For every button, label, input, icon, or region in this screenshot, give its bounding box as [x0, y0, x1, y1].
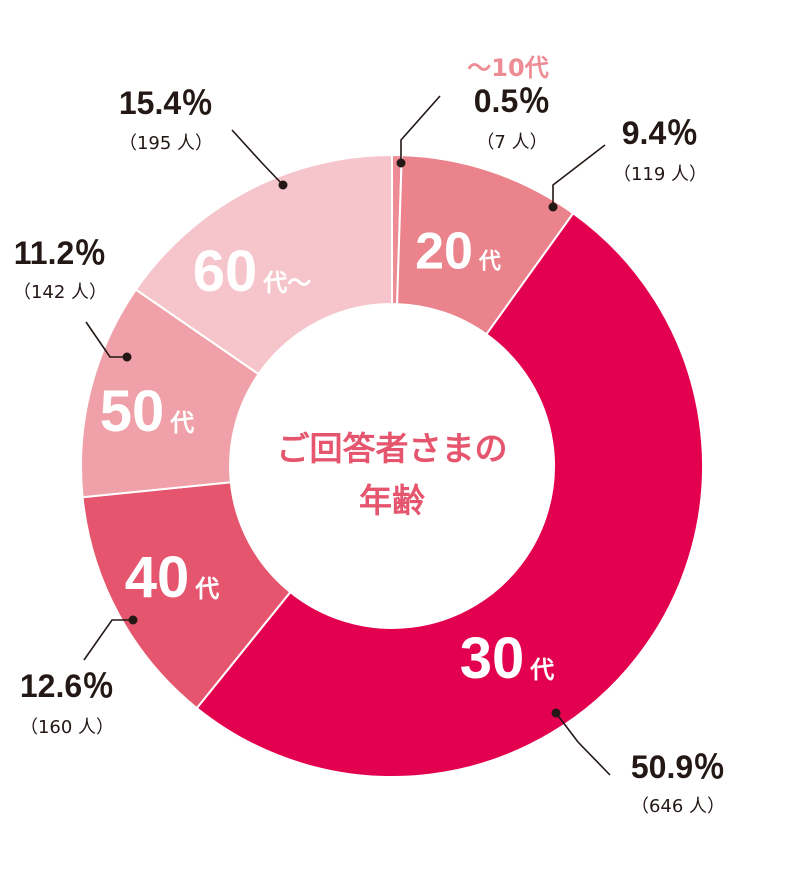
percent-label-30s: 50.9％: [631, 749, 725, 785]
center-title-line-2: 年齢: [359, 481, 425, 520]
leader-line-40s: [83, 619, 133, 661]
leader-dot-60steens-: [278, 180, 288, 190]
count-label-teens-10s: （7 人）: [476, 132, 547, 153]
slice-label-20s: 20 代: [415, 223, 501, 281]
slice-30s: [195, 211, 704, 778]
percent-label-teens-10s: 0.5％: [474, 83, 551, 119]
slice-label-50s: 50 代: [100, 379, 195, 444]
leader-lines: [83, 95, 611, 776]
leader-line-30s: [555, 712, 611, 776]
leader-dot-50s: [122, 352, 132, 362]
center-title: ご回答者さまの 年齢: [277, 429, 508, 520]
slice-60steens-: [134, 153, 393, 376]
leader-line-60steens-: [231, 129, 284, 186]
slice-inner-labels: 20 代 30 代 40 代 50 代 60 代～: [100, 223, 555, 691]
donut-slices: [80, 153, 704, 778]
count-label-20s: （119 人）: [613, 164, 707, 185]
percent-label-40s: 12.6％: [20, 668, 114, 704]
category-label-teens: ～10代: [467, 54, 548, 82]
count-label-60steens-: （195 人）: [119, 133, 213, 154]
center-title-line-1: ご回答者さまの: [277, 429, 508, 468]
slice-label-30s: 30 代: [460, 626, 555, 691]
leader-line-20s: [552, 144, 606, 207]
count-label-40s: （160 人）: [20, 717, 114, 738]
leader-dot-30s: [551, 708, 561, 718]
leader-dot-40s: [128, 615, 138, 625]
percent-label-60steens-: 15.4％: [119, 85, 213, 121]
count-label-50s: （142 人）: [13, 282, 107, 303]
percent-label-50s: 11.2％: [14, 235, 107, 271]
leader-dot-20s: [548, 202, 558, 212]
slice-label-40s: 40 代: [125, 545, 220, 610]
leader-line-teens-10s: [400, 95, 441, 163]
leader-line-50s: [85, 321, 127, 358]
count-label-30s: （646 人）: [631, 796, 725, 817]
outer-labels: 0.5％ （7 人） ～10代 9.4％ （119 人） 50.9％ （646 人） 12.6…: [13, 54, 725, 817]
slice-label-60steens-: 60 代～: [193, 239, 312, 304]
percent-label-20s: 9.4％: [622, 115, 699, 151]
leader-dot-teens-10s: [396, 158, 406, 168]
